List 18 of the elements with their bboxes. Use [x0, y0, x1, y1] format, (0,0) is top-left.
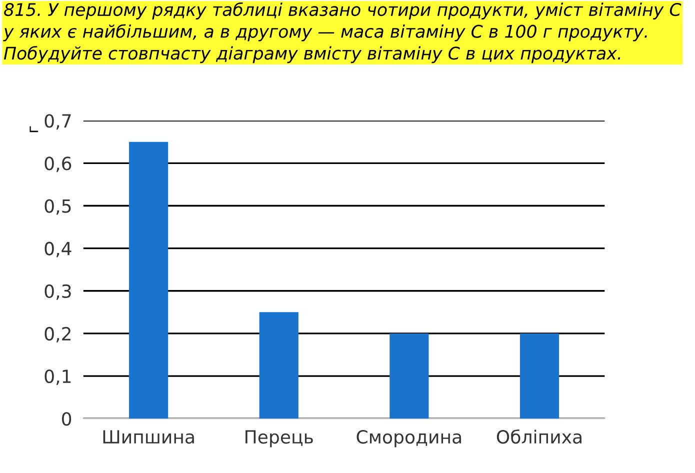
x-tick-label: Перець	[246, 430, 313, 448]
x-tick-label: Обліпиха	[496, 429, 582, 444]
bar	[390, 333, 429, 419]
bar	[259, 312, 298, 419]
y-tick-label: 0,5	[44, 199, 71, 215]
x-tick-label: Смородина	[356, 430, 461, 448]
y-tick-label: 0,4	[44, 242, 72, 258]
y-tick-label: 0,7	[44, 114, 71, 130]
bar	[520, 333, 560, 419]
y-tick-label: 0,2	[44, 326, 70, 342]
x-tick-label: Шипшина	[103, 430, 194, 444]
bar	[129, 142, 168, 419]
y-tick-label: 0	[62, 412, 72, 426]
y-tick-label: 0,1	[44, 369, 71, 385]
y-axis-title: г	[30, 126, 38, 132]
chart-title: 815. У першому рядку таблиці вказано чотири продукти, уміст вітаміну С у яких є найбільшим, а в другому — маса вітаміну С в 100 г продукту. Побудуйте стовпчасту діаграму вмісту вітаміну С в цих продуктах.	[3, 2, 682, 64]
y-tick-label: 0,3	[44, 284, 71, 300]
y-tick-label: 0,6	[44, 156, 72, 172]
